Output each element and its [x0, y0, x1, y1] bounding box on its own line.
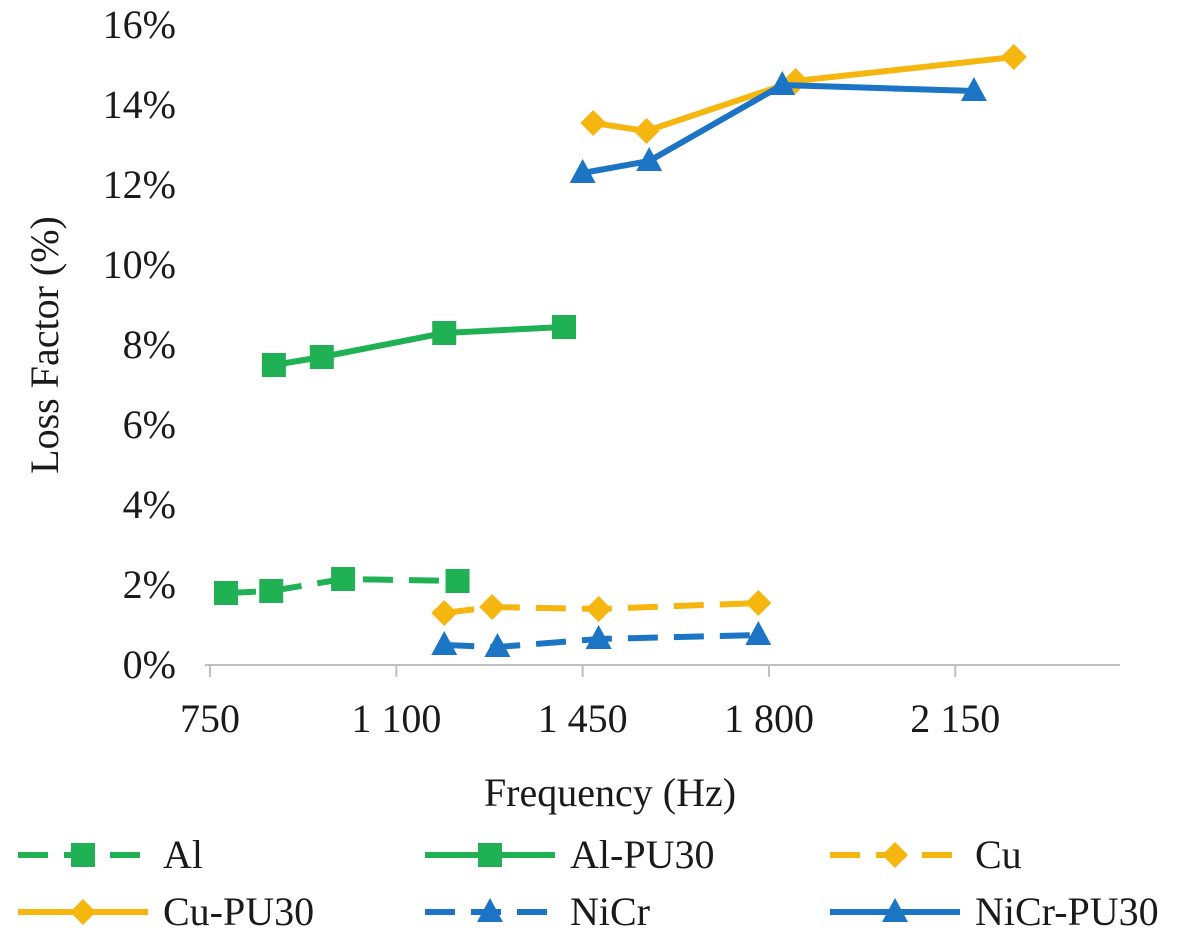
x-tick-label: 2 150: [910, 696, 1000, 741]
series-line-nicr-pu30: [582, 82, 975, 176]
legend-label: NiCr: [570, 889, 650, 934]
axes: 750 1 100 1 450 1 800 2 150 0% 2% 4% 6% 8% 10% 12%…: [103, 2, 1120, 741]
legend-swatch-marker: [882, 898, 908, 922]
legend-item-nicr-pu30: NiCr-PU30: [830, 889, 1159, 934]
data-point-al-pu30: [552, 315, 577, 339]
data-point-cu-pu30: [1000, 44, 1027, 70]
y-axis-title: Loss Factor (%): [22, 216, 67, 474]
legend-swatch-marker: [478, 843, 502, 867]
x-tick-label: 750: [180, 696, 240, 741]
data-point-nicr: [431, 631, 458, 655]
series-line-al-pu30: [273, 324, 565, 368]
data-point-nicr: [745, 621, 772, 645]
data-point-nicr-pu30: [769, 71, 796, 95]
data-point-cu: [585, 596, 612, 622]
series-line-al: [225, 576, 458, 596]
x-tick-label: 1 100: [351, 696, 441, 741]
x-axis-title: Frequency (Hz): [484, 770, 736, 815]
data-point-al: [331, 567, 356, 591]
y-tick-label: 8%: [123, 322, 176, 367]
y-tick-label: 12%: [103, 162, 176, 207]
y-tick-label: 16%: [103, 2, 176, 47]
data-point-al-pu30: [261, 353, 286, 377]
legend-item-nicr: NiCr: [425, 889, 650, 934]
x-axis-ticks: 750 1 100 1 450 1 800 2 150: [180, 665, 1000, 741]
legend-item-cu-pu30: Cu-PU30: [18, 889, 314, 934]
series-nicr: [431, 621, 772, 657]
legend-item-al-pu30: Al-PU30: [425, 832, 714, 877]
data-point-nicr-pu30: [960, 77, 987, 101]
legend-item-cu: Cu: [830, 832, 1022, 877]
y-tick-label: 2%: [123, 562, 176, 607]
y-tick-label: 4%: [123, 482, 176, 527]
data-point-cu-pu30: [633, 118, 660, 144]
legend-label: Al: [163, 832, 203, 877]
x-tick-label: 1 450: [538, 696, 628, 741]
series-line-cu-pu30: [592, 54, 1015, 134]
series-al-pu30: [261, 315, 577, 377]
data-point-nicr-pu30: [636, 147, 663, 171]
data-point-al-pu30: [432, 321, 457, 345]
x-tick-label: 1 800: [724, 696, 814, 741]
legend-swatch-marker: [70, 899, 96, 925]
legend-item-al: Al: [18, 832, 203, 877]
data-point-al-pu30: [309, 345, 334, 369]
legend-label: Al-PU30: [570, 832, 714, 877]
legend-swatch-marker: [882, 842, 908, 868]
data-point-al: [259, 579, 284, 603]
series-layer: [213, 44, 1027, 657]
y-tick-label: 6%: [123, 402, 176, 447]
data-point-cu: [431, 600, 458, 626]
data-point-nicr: [484, 633, 511, 657]
data-point-nicr: [585, 625, 612, 649]
y-axis-ticks: 0% 2% 4% 6% 8% 10% 12% 14% 16%: [103, 2, 176, 687]
legend-swatch-marker: [477, 898, 503, 922]
data-point-al: [445, 569, 470, 593]
y-tick-label: 0%: [123, 642, 176, 687]
legend-label: NiCr-PU30: [975, 889, 1159, 934]
data-point-nicr-pu30: [569, 159, 596, 183]
legend-label: Cu: [975, 832, 1022, 877]
data-point-cu-pu30: [580, 110, 607, 136]
series-line-nicr: [444, 632, 759, 650]
y-tick-label: 10%: [103, 242, 176, 287]
legend-label: Cu-PU30: [163, 889, 314, 934]
data-point-cu: [479, 594, 506, 620]
y-tick-label: 14%: [103, 82, 176, 127]
series-al: [213, 567, 470, 605]
legend: Al Al-PU30 Cu Cu-PU30 NiCr NiCr-PU30: [18, 832, 1159, 934]
series-cu: [431, 590, 772, 626]
data-point-al: [213, 581, 238, 605]
data-point-cu: [745, 590, 772, 616]
series-cu-pu30: [580, 44, 1027, 144]
series-line-cu: [443, 600, 759, 616]
series-nicr-pu30: [569, 71, 987, 183]
legend-swatch-marker: [71, 843, 95, 867]
